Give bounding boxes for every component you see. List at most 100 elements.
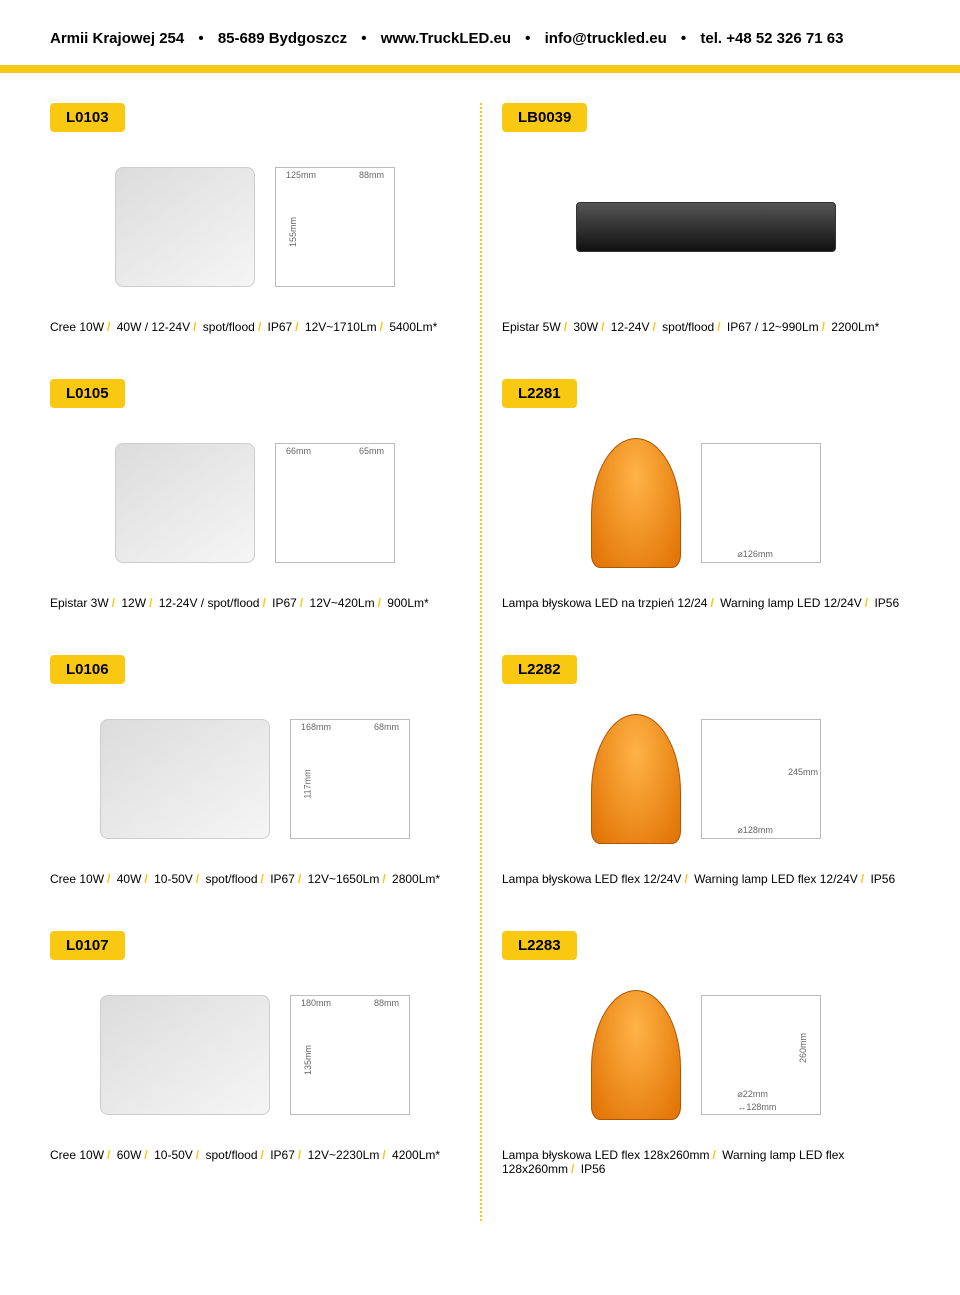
spec: 40W / 12-24V <box>117 320 190 334</box>
spec: 4200Lm* <box>392 1148 440 1162</box>
product-L2283: L2283 260mm ⌀22mm ↔128mm Lampa błyskowa … <box>502 931 910 1176</box>
product-L0107: L0107 180mm 88mm 135mm Cree 10W/ 60W/ 10… <box>50 931 460 1162</box>
product-diagram: 180mm 88mm 135mm <box>290 995 410 1115</box>
dim: 180mm <box>301 998 331 1008</box>
dim: 88mm <box>359 170 384 180</box>
product-diagram: 245mm ⌀128mm <box>701 719 821 839</box>
dim: 117mm <box>303 769 313 798</box>
header-phone: +48 52 326 71 63 <box>726 30 843 47</box>
spec: 30W <box>573 320 598 334</box>
spec-line: Lampa błyskowa LED flex 128x260mm/ Warni… <box>502 1148 910 1176</box>
product-code: L2282 <box>502 655 577 684</box>
dim: ↔128mm <box>737 1102 776 1112</box>
spec: Cree 10W <box>50 1148 104 1162</box>
product-code: L2283 <box>502 931 577 960</box>
spec: Lampa błyskowa LED na trzpień 12/24 <box>502 596 707 610</box>
product-photo <box>591 438 681 568</box>
bullet: • <box>198 30 203 47</box>
spec: spot/flood <box>205 872 257 886</box>
spec: 40W <box>117 872 142 886</box>
dim: 66mm <box>286 446 311 456</box>
product-image-area: 245mm ⌀128mm <box>502 694 910 864</box>
product-photo <box>100 995 270 1115</box>
spec: IP67 <box>272 596 297 610</box>
product-photo <box>115 443 255 563</box>
bullet: • <box>681 30 686 47</box>
spec: 12W <box>121 596 146 610</box>
spec: Epistar 3W <box>50 596 109 610</box>
spec: IP67 <box>270 872 295 886</box>
spec: Lampa błyskowa LED flex 128x260mm <box>502 1148 709 1162</box>
spec: IP67 / 12~990Lm <box>727 320 819 334</box>
left-column: L0103 125mm 88mm 155mm Cree 10W/ 40W / 1… <box>50 103 480 1221</box>
product-diagram: 168mm 68mm 117mm <box>290 719 410 839</box>
page-header: Armii Krajowej 254 • 85-689 Bydgoszcz • … <box>0 0 960 65</box>
product-code: L0107 <box>50 931 125 960</box>
product-image-area: ⌀126mm <box>502 418 910 588</box>
spec: 2200Lm* <box>831 320 879 334</box>
header-postal: 85-689 Bydgoszcz <box>218 30 347 47</box>
spec-line: Cree 10W/ 60W/ 10-50V/ spot/flood/ IP67/… <box>50 1148 460 1162</box>
spec: 5400Lm* <box>389 320 437 334</box>
spec: 12-24V / spot/flood <box>159 596 260 610</box>
product-LB0039: LB0039 Epistar 5W/ 30W/ 12-24V/ spot/flo… <box>502 103 910 334</box>
divider-stripe <box>0 65 960 73</box>
spec: Cree 10W <box>50 320 104 334</box>
product-image-area: 260mm ⌀22mm ↔128mm <box>502 970 910 1140</box>
dim: 135mm <box>303 1045 313 1075</box>
spec: 900Lm* <box>387 596 428 610</box>
product-code: L0105 <box>50 379 125 408</box>
dim: 125mm <box>286 170 316 180</box>
spec: IP56 <box>870 872 895 886</box>
product-diagram: 125mm 88mm 155mm <box>275 167 395 287</box>
spec: 12V~420Lm <box>310 596 375 610</box>
dim: ⌀126mm <box>737 549 772 560</box>
spec: 2800Lm* <box>392 872 440 886</box>
bullet: • <box>525 30 530 47</box>
catalog-grid: L0103 125mm 88mm 155mm Cree 10W/ 40W / 1… <box>0 73 960 1241</box>
dim: ⌀22mm <box>737 1089 767 1100</box>
product-photo <box>591 714 681 844</box>
spec-line: Epistar 3W/ 12W/ 12-24V / spot/flood/ IP… <box>50 596 460 610</box>
spec: 12V~1650Lm <box>308 872 380 886</box>
spec: 12V~2230Lm <box>308 1148 380 1162</box>
spec: 10-50V <box>154 1148 193 1162</box>
spec: IP56 <box>581 1162 606 1176</box>
dim: 155mm <box>288 217 298 247</box>
product-image-area: 168mm 68mm 117mm <box>50 694 460 864</box>
product-photo <box>100 719 270 839</box>
dim: 245mm <box>788 767 818 777</box>
right-column: LB0039 Epistar 5W/ 30W/ 12-24V/ spot/flo… <box>480 103 910 1221</box>
product-image-area: 66mm 65mm <box>50 418 460 588</box>
product-L0105: L0105 66mm 65mm Epistar 3W/ 12W/ 12-24V … <box>50 379 460 610</box>
spec: Lampa błyskowa LED flex 12/24V <box>502 872 681 886</box>
spec-line: Cree 10W/ 40W / 12-24V/ spot/flood/ IP67… <box>50 320 460 334</box>
dim: ⌀128mm <box>737 825 772 836</box>
dim: 88mm <box>374 998 399 1008</box>
product-image-area: 125mm 88mm 155mm <box>50 142 460 312</box>
header-website: www.TruckLED.eu <box>381 30 511 47</box>
spec: Cree 10W <box>50 872 104 886</box>
product-image-area: 180mm 88mm 135mm <box>50 970 460 1140</box>
header-address: Armii Krajowej 254 <box>50 30 184 47</box>
spec: IP67 <box>268 320 293 334</box>
product-L2282: L2282 245mm ⌀128mm Lampa błyskowa LED fl… <box>502 655 910 886</box>
spec-line: Lampa błyskowa LED na trzpień 12/24/ War… <box>502 596 910 610</box>
product-code: L0106 <box>50 655 125 684</box>
product-diagram: 66mm 65mm <box>275 443 395 563</box>
product-code: L0103 <box>50 103 125 132</box>
product-diagram: 260mm ⌀22mm ↔128mm <box>701 995 821 1115</box>
bullet: • <box>361 30 366 47</box>
spec-line: Epistar 5W/ 30W/ 12-24V/ spot/flood/ IP6… <box>502 320 910 334</box>
product-diagram: ⌀126mm <box>701 443 821 563</box>
dim: 65mm <box>359 446 384 456</box>
product-L0106: L0106 168mm 68mm 117mm Cree 10W/ 40W/ 10… <box>50 655 460 886</box>
dim: 68mm <box>374 722 399 732</box>
product-image-area <box>502 142 910 312</box>
spec-line: Lampa błyskowa LED flex 12/24V/ Warning … <box>502 872 910 886</box>
product-L2281: L2281 ⌀126mm Lampa błyskowa LED na trzpi… <box>502 379 910 610</box>
spec: IP56 <box>874 596 899 610</box>
product-photo <box>591 990 681 1120</box>
spec: Warning lamp LED flex 12/24V <box>694 872 858 886</box>
header-tel-label: tel. <box>700 30 722 47</box>
